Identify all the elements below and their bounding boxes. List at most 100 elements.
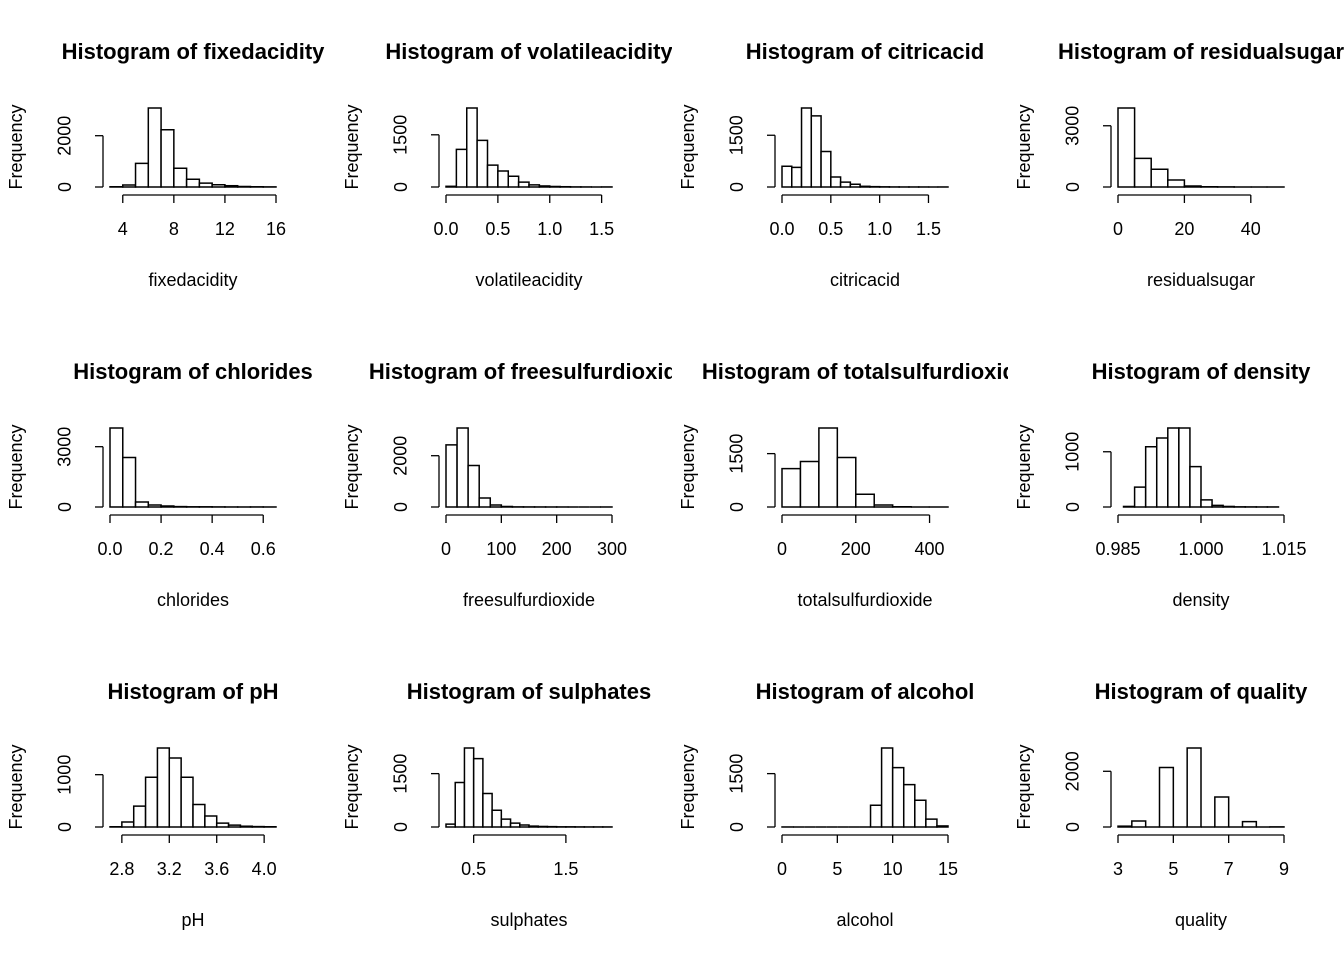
x-tick-label: 0.0 bbox=[97, 539, 122, 559]
y-tick-label: 1500 bbox=[391, 754, 411, 794]
x-tick-label: 100 bbox=[486, 539, 516, 559]
histogram-bar bbox=[455, 148, 468, 188]
y-tick-label: 0 bbox=[727, 182, 747, 192]
histogram-bar bbox=[180, 776, 194, 828]
histogram-bar bbox=[445, 823, 456, 828]
panel: 0.0 0.5 1.0 1.5 0 1500 Histogram of volatileac… bbox=[342, 39, 672, 290]
histogram-bar bbox=[509, 822, 521, 828]
y-axis-label: Frequency bbox=[678, 424, 698, 509]
histogram-bar bbox=[936, 825, 949, 828]
x-tick-label: 2.8 bbox=[109, 859, 134, 879]
histogram-bar bbox=[1186, 747, 1202, 828]
histogram-bar bbox=[891, 766, 905, 828]
x-tick-label: 12 bbox=[215, 219, 235, 239]
histogram-bar bbox=[500, 818, 512, 828]
y-axis-label: Frequency bbox=[342, 104, 362, 189]
y-tick-label: 0 bbox=[1063, 182, 1083, 192]
histogram-bar bbox=[472, 757, 484, 828]
histogram-bar bbox=[456, 427, 469, 508]
histogram-bar bbox=[849, 183, 861, 188]
y-tick-label: 0 bbox=[391, 182, 411, 192]
y-tick-label: 0 bbox=[727, 822, 747, 832]
x-tick-label: 20 bbox=[1174, 219, 1194, 239]
histogram-bar bbox=[173, 167, 188, 188]
y-tick-label: 1500 bbox=[727, 754, 747, 794]
histogram-bar bbox=[454, 781, 466, 828]
panel: 4 8 12 16 0 2000 Histogram of fixedacidity fixe… bbox=[6, 39, 325, 290]
histogram-bar bbox=[517, 181, 530, 188]
histogram-bar bbox=[914, 799, 927, 828]
histogram-bar bbox=[486, 164, 499, 188]
x-axis-label: pH bbox=[181, 910, 204, 930]
x-axis-label: freesulfurdioxide bbox=[463, 590, 595, 610]
histogram-bar bbox=[147, 504, 162, 508]
histogram-bar bbox=[1144, 446, 1158, 508]
x-tick-label: 3.6 bbox=[204, 859, 229, 879]
chart-title: Histogram of quality bbox=[1095, 679, 1308, 704]
y-axis-label: Frequency bbox=[342, 744, 362, 829]
panel: 0.0 0.2 0.4 0.6 0 3000 Histogram of chlorides c… bbox=[6, 359, 313, 610]
histogram-bar bbox=[168, 757, 182, 828]
histogram-bar bbox=[211, 183, 226, 188]
histogram-bar bbox=[902, 783, 916, 828]
histogram-bar bbox=[445, 444, 458, 508]
y-axis-label: Frequency bbox=[1014, 104, 1034, 189]
x-tick-label: 0.5 bbox=[818, 219, 843, 239]
x-tick-label: 5 bbox=[832, 859, 842, 879]
x-tick-label: 3.2 bbox=[157, 859, 182, 879]
chart-title: Histogram of chlorides bbox=[73, 359, 313, 384]
x-tick-label: 40 bbox=[1241, 219, 1261, 239]
histogram-bar bbox=[482, 792, 493, 828]
panel: 2.8 3.2 3.6 4.0 0 1000 Histogram of pH pH Freque… bbox=[6, 679, 279, 930]
x-tick-label: 1.5 bbox=[916, 219, 941, 239]
y-tick-label: 0 bbox=[55, 822, 75, 832]
histogram-bar bbox=[224, 184, 239, 188]
histogram-bar bbox=[198, 182, 213, 188]
x-tick-label: 0.2 bbox=[149, 539, 174, 559]
histogram-bar bbox=[873, 504, 894, 508]
histogram-bar bbox=[489, 504, 503, 508]
histogram-bar bbox=[239, 825, 254, 828]
histogram-bar bbox=[818, 427, 839, 508]
x-tick-label: 0.0 bbox=[769, 219, 794, 239]
y-axis-label: Frequency bbox=[6, 424, 26, 509]
x-axis-label: sulphates bbox=[490, 910, 567, 930]
histogram-bar bbox=[855, 493, 875, 508]
histogram-bar bbox=[1183, 185, 1202, 188]
histogram-bar bbox=[549, 185, 561, 188]
histogram-bar bbox=[800, 107, 813, 188]
y-tick-label: 1000 bbox=[55, 755, 75, 795]
chart-title: Histogram of freesulfurdioxide bbox=[369, 359, 689, 384]
y-tick-label: 1000 bbox=[1063, 432, 1083, 472]
x-tick-label: 1.000 bbox=[1178, 539, 1223, 559]
x-axis-label: citricacid bbox=[830, 270, 900, 290]
histogram-bar bbox=[227, 824, 242, 828]
x-axis-label: quality bbox=[1175, 910, 1227, 930]
y-tick-label: 1500 bbox=[391, 115, 411, 155]
x-tick-label: 300 bbox=[597, 539, 627, 559]
histogram-bar bbox=[134, 162, 150, 188]
x-tick-label: 1.0 bbox=[537, 219, 562, 239]
x-tick-label: 5 bbox=[1168, 859, 1178, 879]
x-tick-label: 1.5 bbox=[589, 219, 614, 239]
histogram-bar bbox=[445, 185, 458, 188]
y-axis-label: Frequency bbox=[678, 104, 698, 189]
histogram-bar bbox=[859, 185, 871, 188]
histogram-bar bbox=[880, 747, 894, 828]
x-tick-label: 0 bbox=[441, 539, 451, 559]
histogram-bar bbox=[1122, 505, 1136, 508]
histogram-bar bbox=[1131, 820, 1147, 828]
chart-title: Histogram of alcohol bbox=[756, 679, 975, 704]
y-tick-label: 3000 bbox=[1063, 106, 1083, 146]
histogram-bar bbox=[781, 467, 802, 508]
histogram-bar bbox=[1214, 796, 1230, 828]
histogram-bar bbox=[869, 804, 883, 828]
histogram-bar bbox=[799, 460, 820, 508]
y-tick-label: 0 bbox=[391, 822, 411, 832]
x-tick-label: 8 bbox=[169, 219, 179, 239]
histogram-bar bbox=[478, 497, 492, 508]
histogram-bar bbox=[1167, 427, 1180, 508]
histogram-bar bbox=[132, 805, 147, 828]
